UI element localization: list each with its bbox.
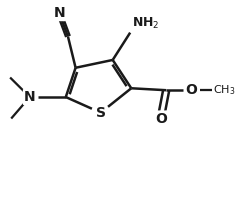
Text: NH$_2$: NH$_2$ [132,16,160,31]
Text: N: N [24,90,35,104]
Text: N: N [53,6,65,20]
Text: O: O [155,111,167,126]
Text: S: S [96,106,106,120]
Text: O: O [185,83,197,97]
Text: CH$_3$: CH$_3$ [213,83,236,97]
